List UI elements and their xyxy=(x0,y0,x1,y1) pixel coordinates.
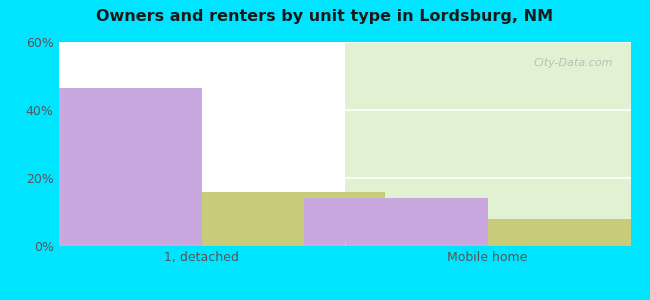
Text: City-Data.com: City-Data.com xyxy=(534,58,614,68)
Bar xyxy=(202,192,385,246)
Bar xyxy=(488,219,650,246)
Text: Owners and renters by unit type in Lordsburg, NM: Owners and renters by unit type in Lords… xyxy=(96,9,554,24)
Bar xyxy=(304,198,488,246)
Bar xyxy=(18,88,201,246)
